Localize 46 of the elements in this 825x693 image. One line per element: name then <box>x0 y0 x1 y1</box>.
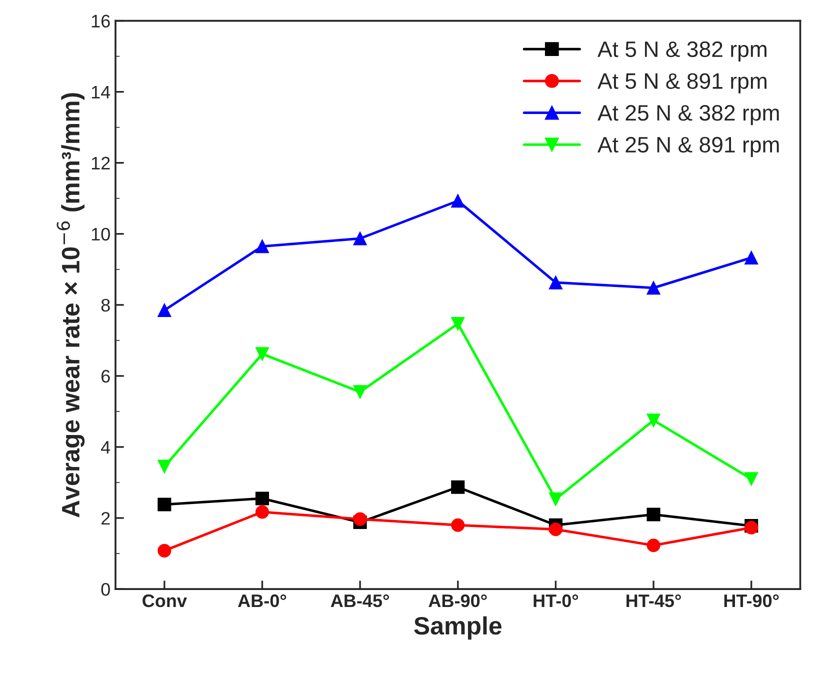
y-tick-label: 2 <box>102 512 110 525</box>
x-tick-label: AB-90° <box>428 594 487 608</box>
x-tick-label: HT-45° <box>626 594 681 608</box>
x-axis-title: Sample <box>414 616 502 640</box>
point <box>158 498 172 512</box>
point <box>646 508 660 522</box>
point <box>548 492 562 506</box>
y-tick-label: 0 <box>101 582 110 596</box>
x-tick-label: AB-0° <box>238 594 286 608</box>
point <box>548 522 562 536</box>
point <box>646 414 660 428</box>
point <box>646 538 660 552</box>
x-tick-label: Conv <box>142 594 187 608</box>
y-tick-label: 4 <box>101 441 110 454</box>
point <box>255 347 269 361</box>
legend-label: At 25 N & 891 rpm <box>598 136 779 157</box>
y-tick-label: 12 <box>92 156 110 170</box>
point <box>353 385 367 399</box>
point <box>744 472 758 486</box>
point <box>158 544 172 558</box>
y-tick-label: 6 <box>102 370 110 383</box>
point <box>451 480 465 494</box>
point <box>255 505 269 519</box>
y-tick-label: 10 <box>92 228 110 241</box>
point <box>255 492 269 506</box>
point <box>255 240 269 254</box>
x-tick-label: HT-0° <box>534 594 578 608</box>
point <box>451 316 465 331</box>
point <box>646 281 660 295</box>
point <box>158 303 172 318</box>
point <box>548 276 562 290</box>
y-tick-label: 14 <box>92 86 110 98</box>
point <box>451 518 465 532</box>
point <box>451 194 465 208</box>
point <box>158 460 172 474</box>
y-axis-title: Average wear rate × 10$^{−6}$ (mm³/mm) <box>56 93 85 518</box>
x-tick-label: HT-90° <box>724 594 779 608</box>
point <box>353 512 367 526</box>
point <box>353 232 367 246</box>
legend-label: At 5 N & 891 rpm <box>598 73 766 94</box>
point <box>744 250 758 264</box>
y-tick-label: 16 <box>92 14 110 28</box>
legend-label: At 25 N & 382 rpm <box>598 105 779 126</box>
y-tick-label: 8 <box>101 298 110 312</box>
x-tick-label: AB-45° <box>330 594 389 608</box>
legend-label: At 5 N & 382 rpm <box>598 41 766 62</box>
